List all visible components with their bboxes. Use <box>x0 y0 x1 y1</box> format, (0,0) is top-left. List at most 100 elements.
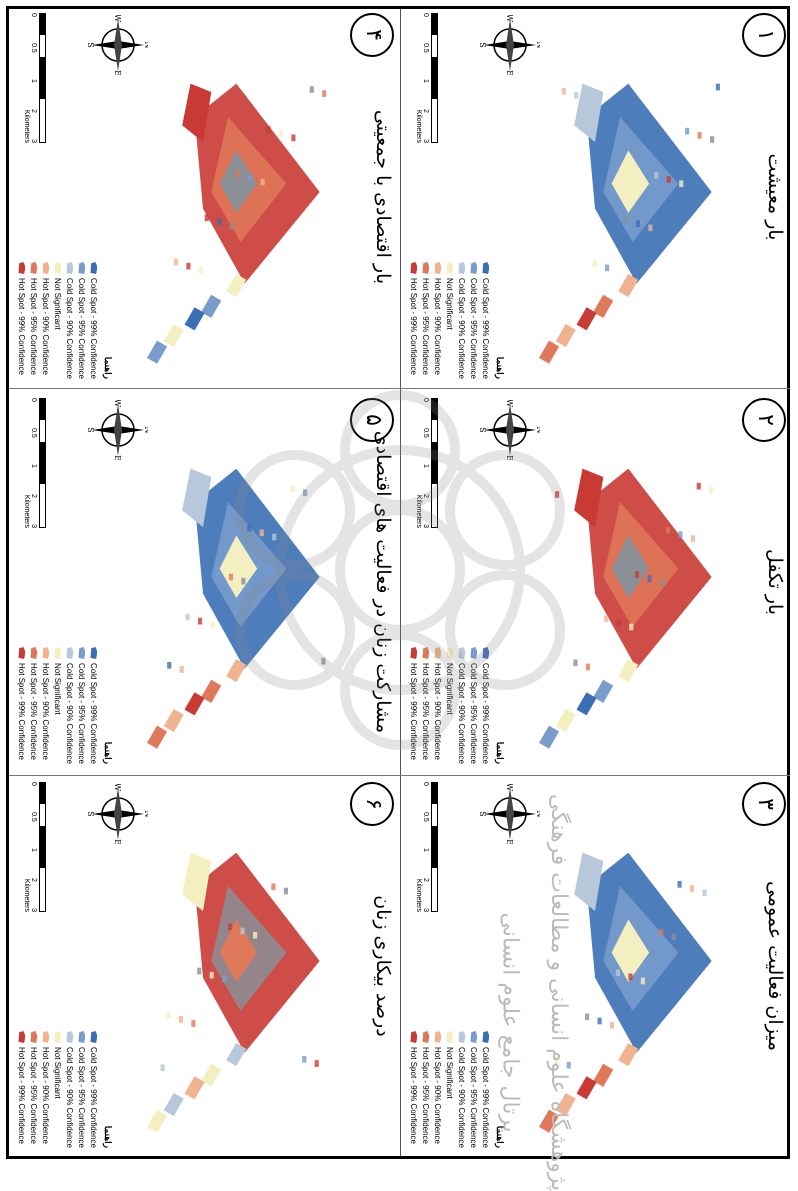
legend-title: راهنما <box>495 356 505 379</box>
legend-label: Hot Spot - 95% Confidence <box>421 278 431 375</box>
legend-item: Not Significant <box>444 647 456 764</box>
legend-label: Hot Spot - 95% Confidence <box>421 663 431 760</box>
legend-item: Hot Spot - 90% Confidence <box>432 262 444 379</box>
legend-swatch <box>411 1031 418 1043</box>
legend-item: Cold Spot - 95% Confidence <box>76 647 88 764</box>
svg-text:S: S <box>88 811 95 816</box>
svg-text:E: E <box>113 70 122 75</box>
legend-item: Hot Spot - 99% Confidence <box>16 1031 28 1148</box>
legend-swatch <box>459 262 466 274</box>
svg-text:E: E <box>505 455 514 460</box>
scale-tick: 0.5 <box>30 428 37 438</box>
legend-swatch <box>423 262 430 274</box>
legend-title: راهنما <box>103 1125 113 1148</box>
svg-text:E: E <box>505 839 514 844</box>
hotspot-map <box>147 468 326 749</box>
legend-item: Hot Spot - 95% Confidence <box>28 262 40 379</box>
legend-item: Cold Spot - 90% Confidence <box>456 647 468 764</box>
panel-title: بار تکفل <box>764 548 786 616</box>
legend-label: Hot Spot - 99% Confidence <box>409 663 419 760</box>
scale-tick: 3 <box>422 908 429 912</box>
legend-label: Cold Spot - 90% Confidence <box>65 278 75 379</box>
legend-swatch <box>471 1031 478 1043</box>
hotspot-map <box>539 468 714 749</box>
legend-label: Hot Spot - 95% Confidence <box>29 1047 39 1144</box>
legend-label: Hot Spot - 99% Confidence <box>17 1047 27 1144</box>
scale-tick: 1 <box>30 78 37 83</box>
legend-item: Cold Spot - 90% Confidence <box>64 647 76 764</box>
legend-swatch <box>471 647 478 659</box>
scale-tick: 0.5 <box>30 812 37 822</box>
scale-tick: 1 <box>422 463 429 468</box>
scale-bar: 0 0.5 1 2 3 Kilometers <box>18 13 46 143</box>
scale-tick: 0.5 <box>30 43 37 53</box>
legend-item: Hot Spot - 95% Confidence <box>28 647 40 764</box>
scale-tick: 2 <box>30 494 37 498</box>
legend-item: Cold Spot - 90% Confidence <box>456 1031 468 1148</box>
svg-text:W: W <box>505 400 514 408</box>
legend-swatch <box>31 1031 38 1043</box>
scale-unit: Kilometers <box>415 109 422 143</box>
legend-item: Hot Spot - 90% Confidence <box>40 647 52 764</box>
legend-swatch <box>79 647 86 659</box>
legend-swatch <box>79 262 86 274</box>
legend-swatch <box>79 1031 86 1043</box>
scale-bar: 0 0.5 1 2 3 Kilometers <box>18 398 46 528</box>
scale-tick: 3 <box>30 139 37 143</box>
legend-label: Hot Spot - 90% Confidence <box>41 663 51 760</box>
legend-label: Cold Spot - 99% Confidence <box>481 1047 491 1148</box>
legend-swatch <box>91 262 98 274</box>
legend-label: Cold Spot - 95% Confidence <box>469 663 479 764</box>
legend-label: Cold Spot - 90% Confidence <box>65 1047 75 1148</box>
north-arrow-icon: N S E W <box>88 784 148 844</box>
scale-tick: 0 <box>422 782 429 786</box>
legend-label: Cold Spot - 90% Confidence <box>457 663 467 764</box>
legend-label: Cold Spot - 90% Confidence <box>457 278 467 379</box>
scale-tick: 1 <box>422 78 429 83</box>
legend-swatch <box>67 262 74 274</box>
legend-item: Hot Spot - 90% Confidence <box>40 262 52 379</box>
legend-swatch <box>67 647 74 659</box>
column-divider <box>400 9 401 1156</box>
scale-tick: 0 <box>30 13 37 17</box>
legend-swatch <box>447 1031 454 1043</box>
legend-item: Cold Spot - 90% Confidence <box>64 262 76 379</box>
legend-item: Not Significant <box>52 647 64 764</box>
legend-item: Hot Spot - 95% Confidence <box>420 1031 432 1148</box>
scale-bar: 0 0.5 1 2 3 Kilometers <box>410 13 438 143</box>
scale-tick: 2 <box>422 878 429 882</box>
legend-title: راهنما <box>495 741 505 764</box>
scale-tick: 1 <box>30 847 37 852</box>
legend-item: Cold Spot - 95% Confidence <box>468 262 480 379</box>
legend-label: Not Significant <box>445 663 455 715</box>
hotspot-map <box>147 852 320 1133</box>
legend-label: Not Significant <box>53 1047 63 1099</box>
scale-tick: 3 <box>422 139 429 143</box>
svg-text:W: W <box>505 15 514 23</box>
scale-tick: 0.5 <box>422 43 429 53</box>
legend-label: Cold Spot - 90% Confidence <box>65 663 75 764</box>
legend-swatch <box>483 1031 490 1043</box>
scale-unit: Kilometers <box>23 878 30 912</box>
panel-title: درصد بیکاری زنان <box>372 895 394 1037</box>
legend-label: Cold Spot - 99% Confidence <box>481 663 491 764</box>
map-panel-5: ۵ مشارکت زنان در فعالیت های اقتصادی N S … <box>8 392 398 772</box>
legend-item: Hot Spot - 90% Confidence <box>432 1031 444 1148</box>
legend-swatch <box>435 1031 442 1043</box>
north-arrow-icon: N S E W <box>88 400 148 460</box>
svg-text:W: W <box>505 784 514 792</box>
legend-label: Hot Spot - 90% Confidence <box>433 663 443 760</box>
legend-swatch <box>459 1031 466 1043</box>
svg-text:W: W <box>113 400 122 408</box>
legend-swatch <box>43 1031 50 1043</box>
legend-label: Cold Spot - 99% Confidence <box>89 663 99 764</box>
svg-text:S: S <box>480 42 487 47</box>
legend-item: Hot Spot - 99% Confidence <box>408 262 420 379</box>
scale-tick: 0 <box>422 398 429 402</box>
legend-label: Cold Spot - 95% Confidence <box>77 1047 87 1148</box>
north-arrow-icon: N S E W <box>88 15 148 75</box>
scale-tick: 2 <box>422 494 429 498</box>
legend-item: Cold Spot - 95% Confidence <box>468 1031 480 1148</box>
legend-label: Not Significant <box>445 278 455 330</box>
legend-label: Cold Spot - 99% Confidence <box>89 278 99 379</box>
